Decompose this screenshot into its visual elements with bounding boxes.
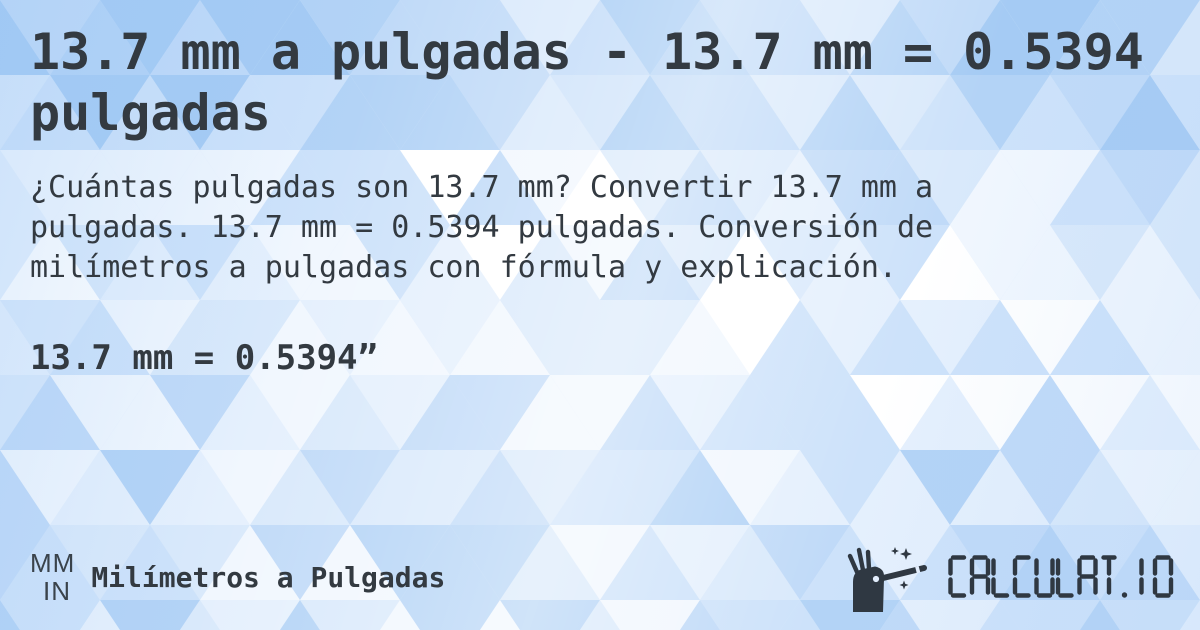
category-group: MM IN Milímetros a Pulgadas <box>30 549 445 605</box>
brand-logo <box>845 542 1174 612</box>
brand-wordmark <box>948 555 1174 598</box>
mm-to-in-unit-icon: MM IN <box>30 549 75 605</box>
conversion-result: 13.7 mm = 0.5394” <box>30 338 378 378</box>
unit-icon-mm-label: MM <box>30 548 76 578</box>
unit-icon-in-label: IN <box>43 576 71 606</box>
page-description: ¿Cuántas pulgadas son 13.7 mm? Convertir… <box>30 170 934 285</box>
footer-bar: MM IN Milímetros a Pulgadas <box>30 538 1174 616</box>
magic-wand-hand-icon <box>847 547 927 612</box>
category-label: Milímetros a Pulgadas <box>91 560 446 594</box>
page-title: 13.7 mm a pulgadas - 13.7 mm = 0.5394 pu… <box>30 23 1144 142</box>
